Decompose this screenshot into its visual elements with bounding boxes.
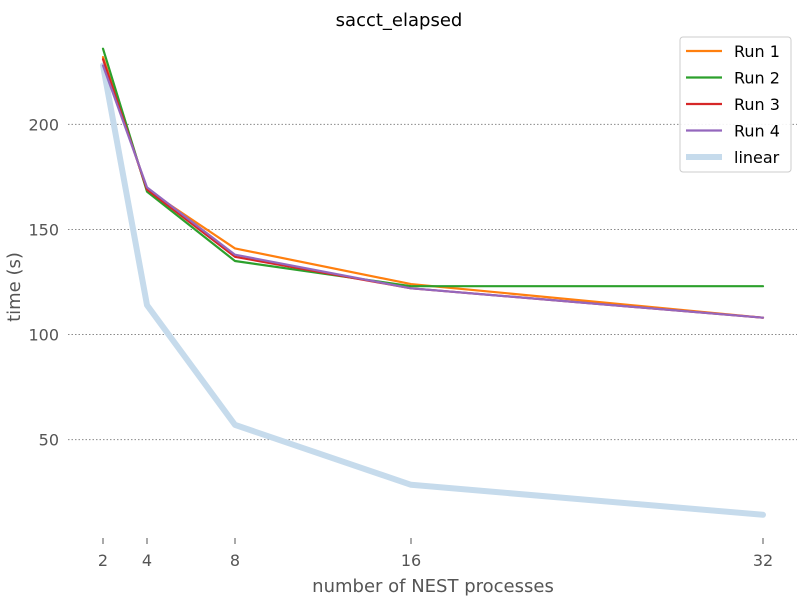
legend-label-run-1: Run 1 (734, 42, 780, 61)
series-line-linear (100, 62, 766, 518)
legend: Run 1 Run 2 Run 3 Run 4 linear (679, 36, 792, 173)
y-axis-ticks: 50 100 150 200 (28, 115, 59, 449)
x-tick-label: 32 (753, 551, 773, 570)
x-tick-label: 16 (401, 551, 421, 570)
legend-label-run-2: Run 2 (734, 69, 780, 88)
y-axis-label: time (s) (4, 252, 25, 322)
legend-label-linear: linear (734, 148, 780, 167)
series-line-run-2 (101, 47, 765, 288)
legend-label-run-3: Run 3 (734, 95, 780, 114)
y-tick-label: 50 (39, 431, 59, 450)
x-axis-ticks: 2 4 8 16 32 (98, 538, 773, 570)
chart-title: sacct_elapsed (336, 10, 463, 31)
x-tick-label: 2 (98, 551, 108, 570)
legend-box (679, 36, 792, 173)
y-tick-label: 100 (28, 326, 59, 345)
series-lines (100, 47, 766, 518)
y-tick-label: 200 (28, 115, 59, 134)
series-line-run-1 (101, 55, 765, 319)
x-axis-label: number of NEST processes (312, 576, 554, 597)
x-tick-label: 4 (142, 551, 152, 570)
series-line-run-4 (101, 64, 765, 319)
y-tick-label: 150 (28, 220, 59, 239)
gridlines (68, 123, 797, 441)
series-line-run-3 (101, 58, 765, 319)
x-tick-label: 8 (230, 551, 240, 570)
legend-label-run-4: Run 4 (734, 122, 780, 141)
